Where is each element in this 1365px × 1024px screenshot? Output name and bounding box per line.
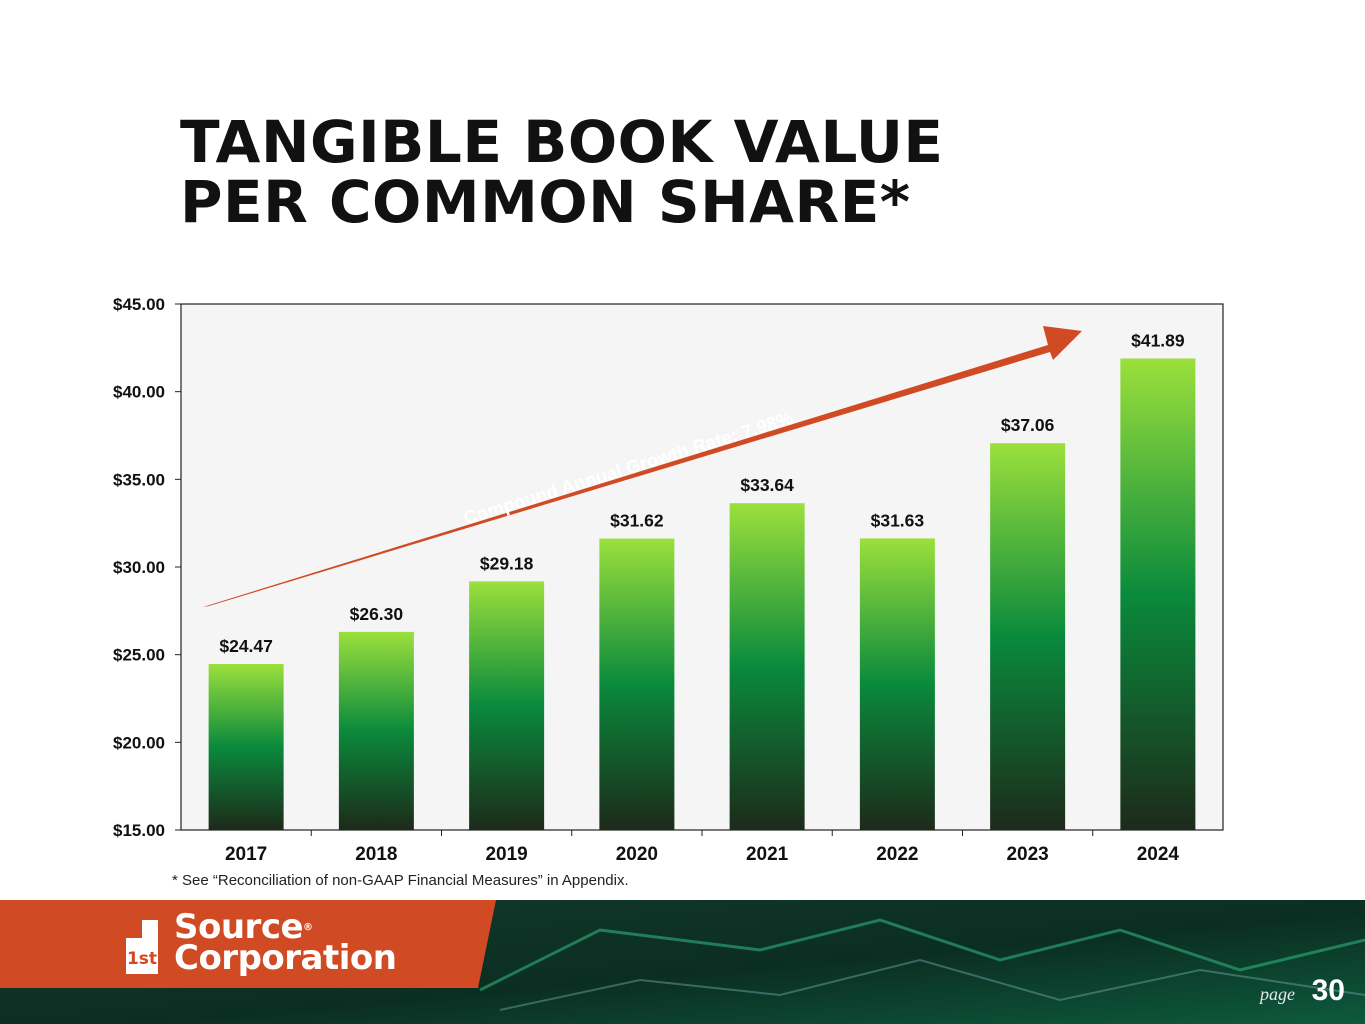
bar-2024 xyxy=(1120,358,1196,830)
bar-2020 xyxy=(599,538,675,830)
footnote: * See “Reconciliation of non-GAAP Financ… xyxy=(172,872,629,889)
logo-line-2: Corporation xyxy=(174,938,397,978)
page-title: TANGIBLE BOOK VALUE PER COMMON SHARE* xyxy=(180,112,944,232)
bar-value-label: $37.06 xyxy=(1001,415,1055,435)
page-number: 30 xyxy=(1311,974,1345,1007)
x-tick-label: 2022 xyxy=(876,844,918,865)
svg-text:1st: 1st xyxy=(127,949,157,969)
x-tick-label: 2018 xyxy=(355,844,397,865)
registered-mark: ® xyxy=(303,922,313,933)
footer-orange-panel xyxy=(0,900,496,988)
y-tick-label: $25.00 xyxy=(113,646,165,665)
bar-2017 xyxy=(208,663,284,830)
bar-value-label: $24.47 xyxy=(219,636,273,656)
x-tick-label: 2019 xyxy=(485,844,527,865)
bar-value-label: $29.18 xyxy=(480,553,534,573)
x-tick-label: 2021 xyxy=(746,844,789,865)
footer-band xyxy=(0,900,1365,1024)
x-tick-label: 2020 xyxy=(616,844,658,865)
logo-mark-icon: 1st xyxy=(126,920,158,974)
bar-value-label: $41.89 xyxy=(1131,331,1185,351)
bar-chart: $15.00 $20.00 $25.00 $30.00 $35.00 $40.00 $45.… xyxy=(113,295,1224,865)
logo-line-1: Source xyxy=(174,907,304,947)
bar-2023 xyxy=(990,443,1066,830)
x-tick-label: 2017 xyxy=(225,844,267,865)
title-line-2: PER COMMON SHARE* xyxy=(180,168,911,236)
bar-value-label: $33.64 xyxy=(740,475,794,495)
company-logo: 1st Source® Corporation xyxy=(122,910,462,982)
y-tick-label: $35.00 xyxy=(113,470,165,489)
bar-2018 xyxy=(338,631,414,830)
page-label: page xyxy=(1260,984,1295,1004)
y-tick-label: $20.00 xyxy=(113,733,165,752)
footer-background xyxy=(0,900,1365,1024)
y-tick-label: $40.00 xyxy=(113,383,165,402)
bar-value-label: $31.62 xyxy=(610,511,664,531)
title-line-1: TANGIBLE BOOK VALUE xyxy=(180,108,944,176)
bar-value-label: $31.63 xyxy=(871,510,925,530)
y-tick-label: $45.00 xyxy=(113,295,165,314)
y-tick-label: $30.00 xyxy=(113,558,165,577)
bar-value-label: $26.30 xyxy=(350,604,404,624)
y-tick-label: $15.00 xyxy=(113,821,165,840)
bar-2019 xyxy=(469,581,545,830)
bar-2021 xyxy=(729,503,805,830)
x-tick-label: 2023 xyxy=(1006,844,1048,865)
bar-2022 xyxy=(859,538,935,830)
x-tick-label: 2024 xyxy=(1137,844,1180,865)
